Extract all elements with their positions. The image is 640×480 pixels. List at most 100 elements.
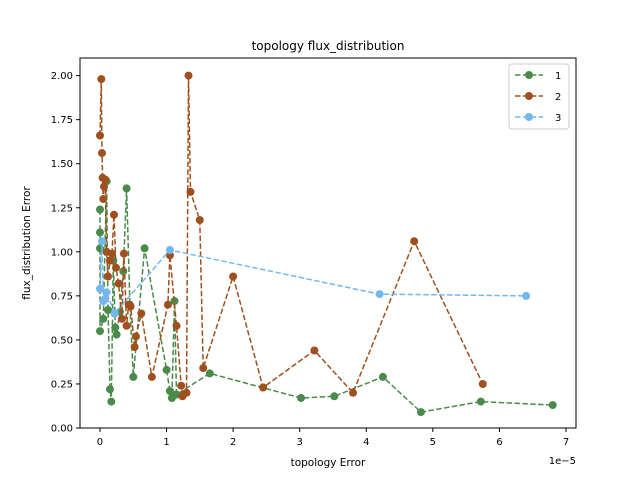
series-1-point [416, 408, 425, 417]
x-axis: 0 1 2 3 4 5 6 7 [97, 428, 569, 448]
series-3-point [102, 288, 111, 297]
series-1-point [122, 184, 131, 193]
legend-item-3: 3 [515, 113, 561, 124]
series-2-point [137, 309, 146, 318]
series-3-point [98, 237, 106, 246]
series-1-point [129, 372, 138, 381]
legend-item-1: 1 [515, 71, 561, 82]
x-axis-offset-text: 1e−5 [549, 456, 576, 467]
series-3-point [100, 295, 109, 304]
legend-label: 2 [555, 92, 561, 103]
legend-label: 1 [555, 71, 561, 82]
legend-marker [525, 71, 533, 79]
series-2-point [122, 321, 131, 330]
series-1-point [96, 205, 104, 214]
series-1-point [548, 401, 557, 410]
series-2-point [184, 71, 193, 80]
series-2-point [106, 256, 114, 265]
x-tick-label: 2 [230, 437, 236, 448]
series-2-point [130, 343, 139, 351]
series-1-point [162, 365, 171, 374]
series-2-point [112, 263, 120, 272]
series-2-point [96, 131, 104, 140]
series-1-line [99, 181, 553, 413]
series-1-point [140, 244, 149, 253]
x-axis-label: topology Error [291, 457, 366, 469]
series-2-point [131, 332, 140, 341]
series-2-point [182, 388, 191, 397]
series-layer [96, 71, 557, 417]
y-tick-label: 1.75 [51, 115, 73, 126]
series-1-point [96, 228, 104, 237]
series-1-point [330, 392, 339, 401]
x-tick-label: 0 [97, 437, 103, 448]
series-3-point [110, 309, 119, 318]
x-tick-label: 1 [163, 437, 169, 448]
y-axis-label: flux_distribution Error [21, 186, 33, 300]
series-2-point [114, 279, 123, 288]
legend-marker [525, 113, 533, 121]
series-2-point [110, 210, 118, 219]
series-3-point [165, 246, 174, 254]
series-2-point [195, 216, 204, 225]
series-2-point [147, 372, 156, 381]
series-2-point [108, 249, 116, 258]
series-1-point [205, 369, 214, 378]
x-tick-label: 5 [430, 437, 436, 448]
series-2-point [99, 195, 108, 203]
series-3-point [96, 284, 104, 293]
series-2-line [99, 75, 484, 398]
series-3-point [522, 291, 531, 300]
legend-label: 3 [555, 113, 561, 124]
series-2-point [98, 149, 106, 158]
series-2-point [259, 383, 268, 392]
y-tick-label: 1.00 [51, 247, 73, 258]
series-1-point [111, 323, 120, 332]
y-tick-label: 1.50 [51, 159, 73, 170]
series-2-point [410, 237, 419, 246]
series-2-point [119, 249, 128, 258]
series-1-point [172, 390, 181, 399]
series-2-point [310, 346, 319, 355]
x-tick-label: 7 [563, 437, 569, 448]
series-3-line [99, 241, 527, 315]
series-2-point [100, 182, 108, 191]
series-2-point [186, 187, 195, 196]
series-2-point [104, 272, 112, 281]
y-tick-label: 0.75 [51, 291, 73, 302]
plot-area [79, 57, 577, 429]
series-2-point [172, 321, 181, 330]
series-3-point [375, 290, 384, 299]
legend: 1 2 3 [508, 63, 570, 130]
series-2-point [126, 302, 135, 311]
series-1-point [165, 387, 174, 395]
y-axis: 0.00 0.25 0.50 0.75 1.00 1.25 1.50 1.75 2.00 [51, 71, 80, 435]
y-tick-label: 0.00 [51, 424, 73, 435]
y-tick-label: 1.25 [51, 203, 73, 214]
series-2-point [349, 388, 357, 397]
chart-title: topology flux_distribution [252, 39, 405, 53]
y-tick-label: 2.00 [51, 71, 73, 82]
x-tick-label: 6 [496, 437, 502, 448]
x-tick-label: 4 [363, 437, 369, 448]
series-1-point [106, 385, 114, 394]
series-3 [96, 237, 531, 318]
y-tick-label: 0.25 [51, 379, 73, 390]
series-1-point [107, 397, 116, 406]
series-2-point [199, 364, 208, 373]
x-tick-label: 3 [297, 437, 303, 448]
series-2-point [101, 175, 110, 184]
series-2-point [229, 272, 238, 281]
legend-marker [525, 92, 533, 100]
series-2-point [177, 381, 186, 390]
series-1-point [96, 327, 104, 336]
series-1-point [104, 306, 112, 314]
y-tick-label: 0.50 [51, 335, 73, 346]
series-2-point [478, 380, 487, 388]
series-1-point [297, 394, 305, 402]
series-1-point [378, 372, 387, 381]
series-1-point [476, 397, 485, 406]
series-2-point [163, 300, 172, 309]
legend-item-2: 2 [515, 92, 561, 103]
